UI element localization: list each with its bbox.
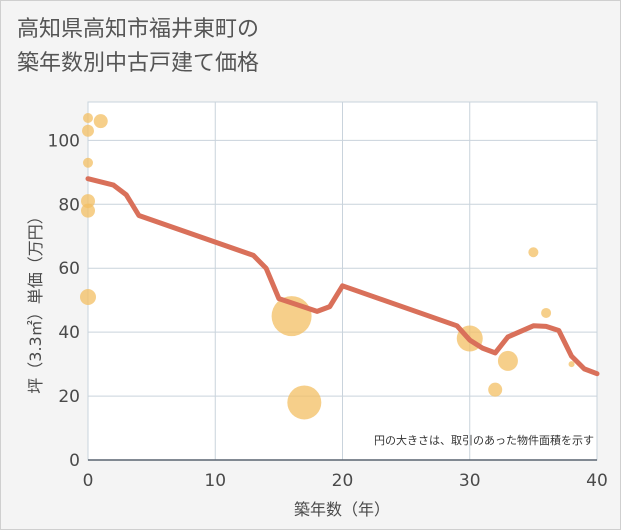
scatter-point	[82, 124, 94, 137]
y-tick-label: 100	[48, 131, 80, 151]
y-tick-label: 20	[58, 387, 80, 407]
scatter-point	[568, 361, 575, 368]
scatter-point	[83, 112, 93, 123]
y-tick-label: 0	[69, 451, 80, 471]
scatter-point	[83, 157, 93, 168]
x-tick-label: 20	[332, 471, 354, 491]
scatter-point	[287, 385, 322, 420]
y-tick-label: 60	[58, 259, 80, 279]
scatter-point	[497, 350, 518, 371]
scatter-point	[93, 114, 108, 129]
scatter-point	[528, 247, 539, 258]
y-tick-label: 80	[58, 195, 80, 215]
scatter-point	[81, 203, 95, 218]
chart-title-line1: 高知県高知市福井東町の	[17, 17, 260, 42]
chart-title-line2: 築年数別中古戸建て価格	[17, 51, 260, 76]
trend-line	[85, 176, 600, 377]
x-axis-label: 築年数（年）	[294, 500, 390, 519]
x-tick-label: 30	[459, 471, 481, 491]
chart-title: 高知県高知市福井東町の 築年数別中古戸建て価格	[17, 13, 259, 81]
x-tick-label: 10	[204, 471, 226, 491]
x-tick-label: 40	[586, 471, 608, 491]
scatter-point	[488, 382, 503, 397]
scatter-point	[81, 194, 95, 209]
annotation-note: 円の大きさは、取引のあった物件面積を示す	[374, 433, 594, 447]
scatter-point	[541, 307, 552, 318]
y-axis-label: 坪（3.3㎡）単価（万円）	[26, 208, 45, 393]
y-tick-label: 40	[58, 323, 80, 343]
x-tick-label: 0	[83, 471, 94, 491]
scatter-point	[80, 288, 96, 305]
